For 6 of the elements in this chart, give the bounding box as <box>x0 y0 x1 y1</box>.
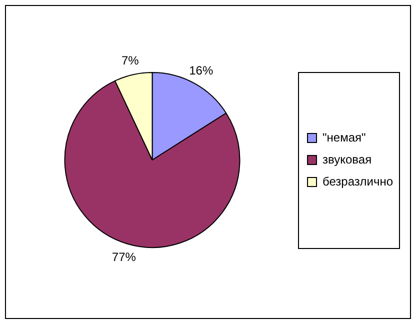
data-label: 77% <box>112 250 136 264</box>
data-label: 7% <box>121 53 140 68</box>
legend-label: безразлично <box>322 174 394 188</box>
data-label: 16% <box>189 63 214 78</box>
legend-label: звуковая <box>322 152 372 166</box>
legend-label: "немая" <box>322 130 366 144</box>
